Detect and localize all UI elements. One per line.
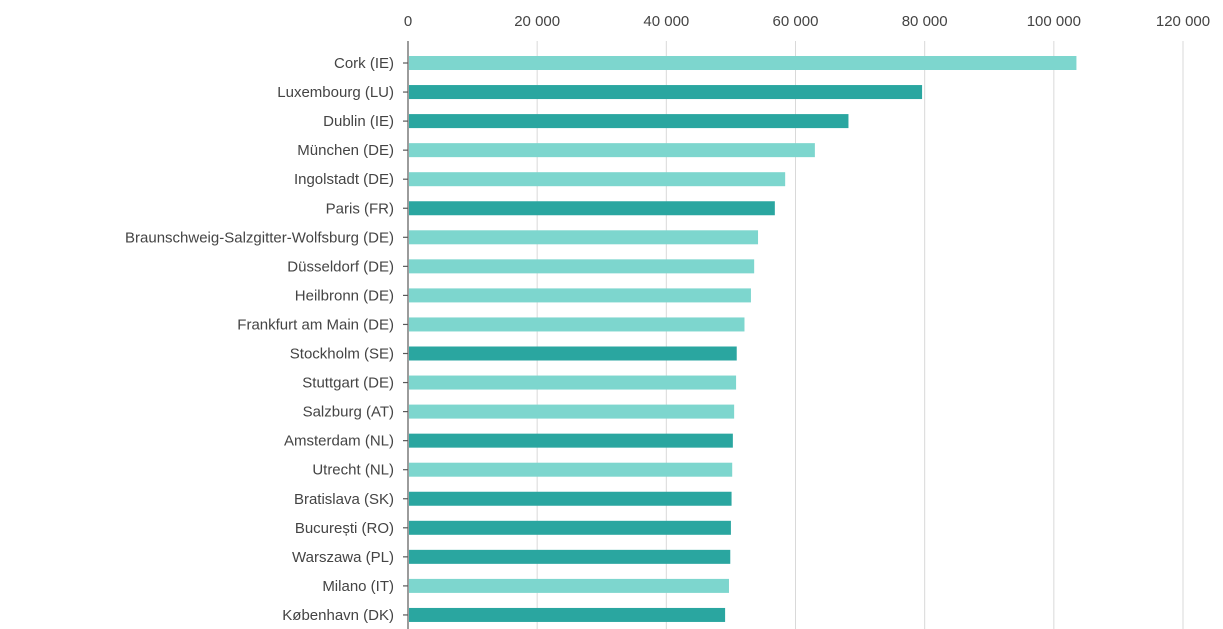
category-label: Frankfurt am Main (DE): [237, 316, 394, 333]
bar: [409, 259, 755, 274]
category-label: København (DK): [282, 607, 394, 624]
bar: [409, 143, 815, 158]
category-label: Ingolstadt (DE): [294, 171, 394, 188]
bar: [409, 114, 849, 129]
category-label: Amsterdam (NL): [284, 433, 394, 450]
bar: [409, 404, 735, 419]
category-label: Salzburg (AT): [303, 404, 394, 421]
x-tick-label: 60 000: [773, 13, 819, 30]
category-label: Cork (IE): [334, 55, 394, 72]
bar: [409, 578, 729, 593]
category-label: Bratislava (SK): [294, 491, 394, 508]
category-label: Milano (IT): [322, 578, 394, 595]
bar: [409, 549, 731, 564]
bar: [409, 491, 732, 506]
category-label: Warszawa (PL): [292, 549, 394, 566]
category-label: Düsseldorf (DE): [287, 258, 394, 275]
bar: [409, 288, 751, 303]
bar: [409, 607, 726, 622]
bar: [409, 346, 737, 361]
bar: [409, 201, 775, 216]
category-label: Stuttgart (DE): [302, 375, 394, 392]
x-tick-label: 100 000: [1027, 13, 1081, 30]
category-labels: Cork (IE) Luxembourg (LU) Dublin (IE) Münch…: [125, 55, 408, 624]
bar: [409, 433, 733, 448]
bar: [409, 56, 1077, 70]
category-label: Heilbronn (DE): [295, 287, 394, 304]
bar: [409, 375, 737, 390]
bar: [409, 317, 745, 332]
x-axis-ticks: 0 20 000 40 000 60 000 80 000 100 000 120 000: [404, 13, 1210, 30]
bar: [409, 462, 733, 477]
bars: [409, 56, 1077, 622]
category-label: München (DE): [297, 142, 394, 159]
category-label: Luxembourg (LU): [277, 84, 394, 101]
bar: [409, 520, 731, 535]
x-tick-label: 0: [404, 13, 412, 30]
x-tick-label: 40 000: [643, 13, 689, 30]
category-label: Braunschweig-Salzgitter-Wolfsburg (DE): [125, 229, 394, 246]
bar: [409, 172, 786, 187]
x-tick-label: 120 000: [1156, 13, 1210, 30]
gridlines: [536, 41, 1184, 629]
category-label: Stockholm (SE): [290, 346, 394, 363]
x-tick-label: 20 000: [514, 13, 560, 30]
bar: [409, 85, 923, 100]
category-label: Dublin (IE): [323, 113, 394, 130]
category-label: Utrecht (NL): [312, 462, 394, 479]
bar: [409, 230, 759, 245]
x-tick-label: 80 000: [902, 13, 948, 30]
category-label: București (RO): [295, 520, 394, 537]
category-label: Paris (FR): [326, 200, 394, 217]
